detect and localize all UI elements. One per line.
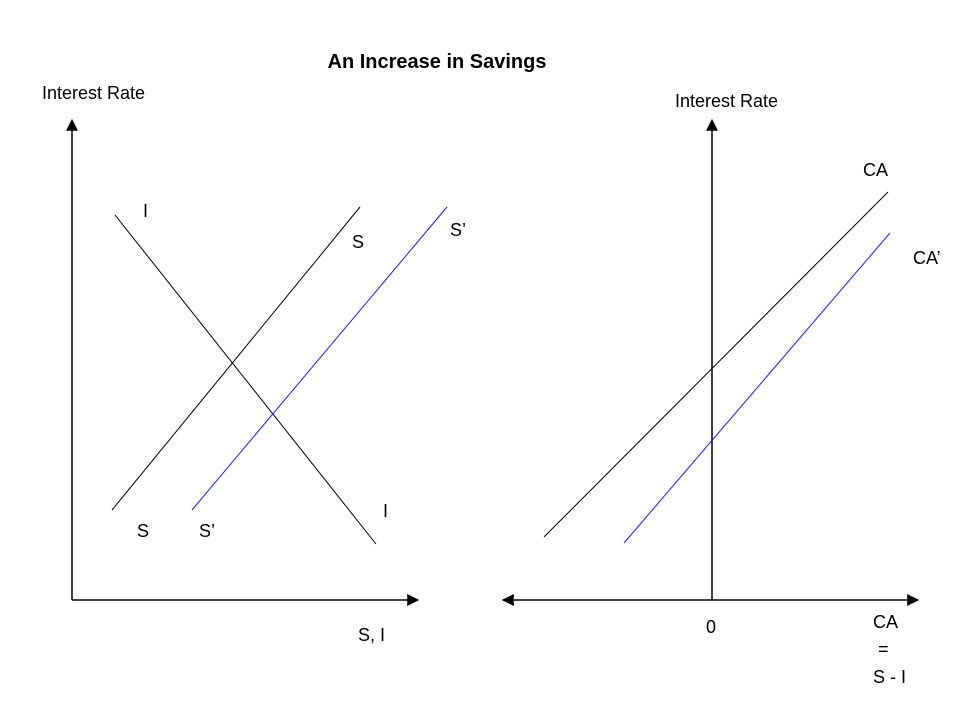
origin-label: 0 [706, 617, 716, 637]
investment-curve-top-label: I [143, 201, 148, 221]
right-x-axis-label-line-3: S - I [873, 667, 906, 687]
shifted-savings-curve-top-label: S’ [450, 220, 466, 240]
shifted-current-account-curve-label: CA’ [913, 248, 941, 268]
savings-curve-top-label: S [352, 232, 364, 252]
left-x-axis-label: S, I [358, 625, 385, 645]
right-y-axis-label: Interest Rate [675, 91, 778, 111]
right-x-axis-label-line-2: = [878, 639, 889, 659]
left-panel: Interest Rate S, I I I S S S’ S’ [42, 83, 466, 645]
right-x-axis-label-line-1: CA [873, 612, 898, 632]
investment-curve-bottom-label: I [383, 501, 388, 521]
investment-curve [114, 214, 377, 545]
current-account-curve [543, 191, 889, 538]
left-y-axis-label: Interest Rate [42, 83, 145, 103]
savings-curve-bottom-label: S [137, 521, 149, 541]
savings-curve [111, 206, 361, 511]
right-panel: Interest Rate 0 CA = S - I CA CA’ [501, 91, 941, 687]
shifted-current-account-curve [623, 232, 891, 544]
shifted-savings-curve-bottom-label: S’ [199, 521, 215, 541]
current-account-curve-label: CA [863, 160, 888, 180]
shifted-savings-curve [191, 206, 448, 511]
diagram-title: An Increase in Savings [328, 51, 547, 73]
